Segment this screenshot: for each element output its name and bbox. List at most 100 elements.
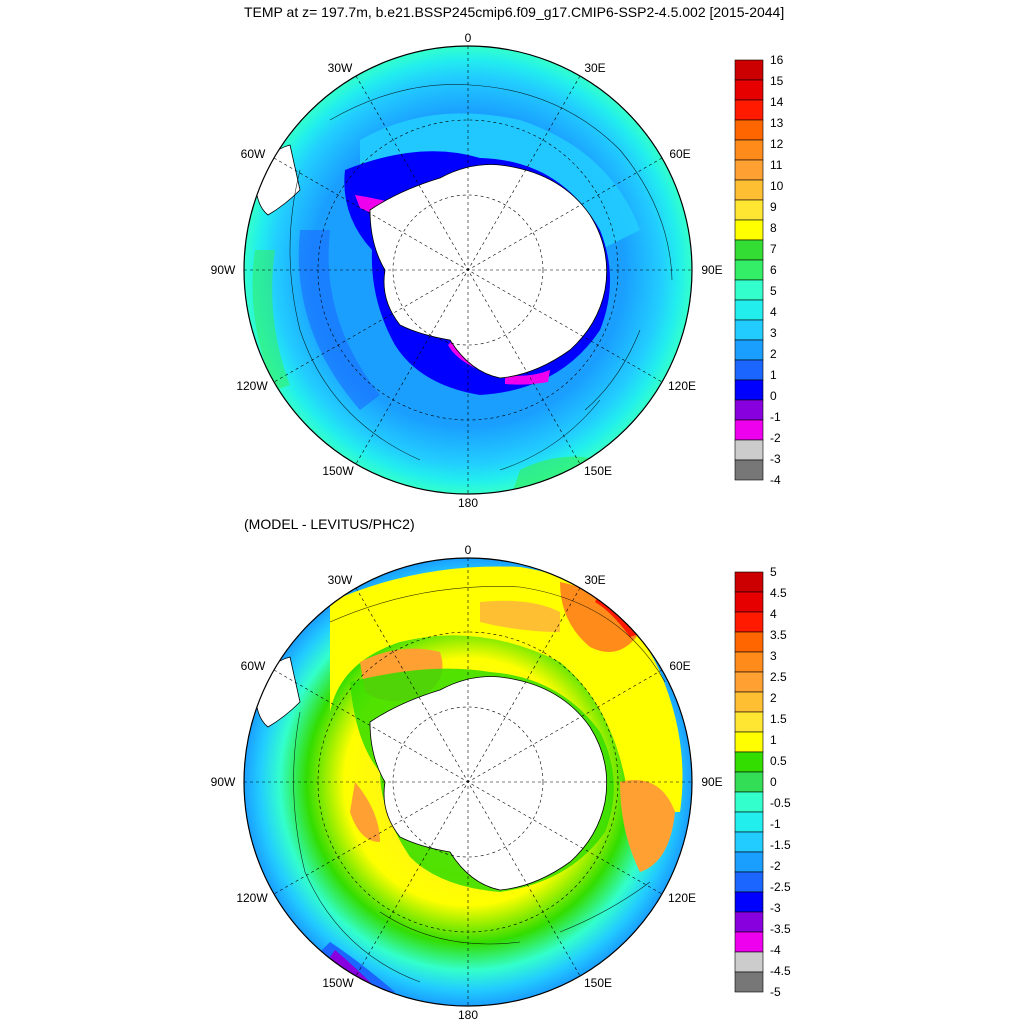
bottom-colorbar-label: -3.5	[770, 922, 791, 936]
lon-label-150w-b: 150W	[322, 976, 354, 990]
top-colorbar-label: -1	[770, 410, 781, 424]
lon-label-30e: 30E	[584, 61, 605, 75]
top-polar-map: 0 30E 60E 90E 120E 150E 180 150W 120W 90…	[211, 31, 784, 510]
lon-label-120e-b: 120E	[668, 891, 696, 905]
bottom-colorbar-swatch	[734, 891, 764, 913]
top-colorbar-label: 11	[770, 158, 783, 172]
top-colorbar-swatch	[734, 379, 764, 401]
top-colorbar-swatch	[734, 99, 764, 121]
bottom-colorbar-swatch	[734, 691, 764, 713]
lon-label-30w: 30W	[328, 61, 353, 75]
bottom-colorbar-swatch	[734, 731, 764, 753]
top-colorbar-label: 1	[770, 368, 777, 382]
bottom-colorbar-label: 2	[770, 691, 777, 705]
lon-label-30w-b: 30W	[328, 573, 353, 587]
top-colorbar-swatch	[734, 279, 764, 301]
top-colorbar-label: 13	[770, 116, 784, 130]
bottom-colorbar-label: 1.5	[770, 712, 787, 726]
bottom-colorbar-label: 4.5	[770, 586, 787, 600]
top-colorbar-label: 2	[770, 347, 777, 361]
bottom-graticule	[244, 558, 692, 1006]
top-colorbar-swatch	[734, 159, 764, 181]
bottom-colorbar-swatch	[734, 751, 764, 773]
bottom-colorbar-label: -4.5	[770, 964, 791, 978]
top-colorbar-swatch	[734, 459, 764, 481]
top-colorbar-label: 8	[770, 221, 777, 235]
top-map-border	[243, 45, 693, 495]
top-colorbar-swatch	[734, 239, 764, 261]
top-colorbar-label: 4	[770, 305, 777, 319]
lon-label-90e: 90E	[701, 263, 722, 277]
bottom-colorbar-swatch	[734, 711, 764, 733]
bottom-colorbar-swatch	[734, 591, 764, 613]
bottom-colorbar-label: -0.5	[770, 796, 791, 810]
bottom-colorbar-swatch	[734, 811, 764, 833]
top-colorbar-label: 7	[770, 242, 777, 256]
bottom-colorbar-label: -1.5	[770, 838, 791, 852]
top-colorbar-swatch	[734, 359, 764, 381]
top-colorbar-swatch	[734, 319, 764, 341]
top-colorbar-label: 16	[770, 53, 784, 67]
bottom-colorbar-swatch	[734, 851, 764, 873]
bottom-panel-title: (MODEL - LEVITUS/PHC2)	[244, 516, 415, 532]
lon-label-60w: 60W	[241, 147, 266, 161]
bottom-colorbar-swatch	[734, 931, 764, 953]
top-colorbar-swatch	[734, 419, 764, 441]
top-colorbar-swatch	[734, 179, 764, 201]
lon-label-90e-b: 90E	[701, 775, 722, 789]
top-colorbar-label: 3	[770, 326, 777, 340]
bottom-colorbar-swatch	[734, 671, 764, 693]
lon-label-90w: 90W	[211, 263, 236, 277]
bottom-polar-map: 0 30E 60E 90E 120E 150E 180 150W 120W 90…	[211, 543, 791, 1022]
top-colorbar-label: 6	[770, 263, 777, 277]
antarctica-landmass-bottom	[369, 676, 608, 891]
bottom-map-border	[243, 557, 693, 1007]
top-colorbar-label: 15	[770, 74, 784, 88]
top-colorbar-swatch	[734, 59, 764, 81]
top-panel-title: TEMP at z= 197.7m, b.e21.BSSP245cmip6.f0…	[244, 4, 785, 20]
bottom-colorbar-label: 3.5	[770, 628, 787, 642]
bottom-colorbar-swatch	[734, 951, 764, 973]
bottom-colorbar-label: 0.5	[770, 754, 787, 768]
top-colorbar-label: 0	[770, 389, 777, 403]
bottom-colorbar-label: -2.5	[770, 880, 791, 894]
bottom-colorbar-swatch	[734, 631, 764, 653]
bottom-colorbar-swatch	[734, 611, 764, 633]
lon-label-30e-b: 30E	[584, 573, 605, 587]
top-colorbar-swatch	[734, 199, 764, 221]
bottom-colorbar-swatch	[734, 871, 764, 893]
top-colorbar-swatch	[734, 79, 764, 101]
lon-label-60e: 60E	[669, 147, 690, 161]
top-colorbar-swatch	[734, 139, 764, 161]
bottom-colorbar-label: 3	[770, 649, 777, 663]
bottom-colorbar-swatch	[734, 911, 764, 933]
bottom-colorbar-label: 5	[770, 565, 777, 579]
antarctica-landmass	[369, 164, 608, 379]
top-colorbar-swatch	[734, 119, 764, 141]
top-colorbar-swatch	[734, 399, 764, 421]
lon-label-0-b: 0	[465, 543, 472, 557]
bottom-colorbar-label: -5	[770, 985, 781, 999]
bottom-colorbar-swatch	[734, 651, 764, 673]
lon-label-0: 0	[465, 31, 472, 45]
bottom-colorbar-label: -4	[770, 943, 781, 957]
lon-label-120e: 120E	[668, 379, 696, 393]
bottom-colorbar-label: -2	[770, 859, 781, 873]
lon-label-120w-b: 120W	[236, 891, 268, 905]
top-colorbar-swatch	[734, 439, 764, 461]
top-colorbar-label: 10	[770, 179, 784, 193]
bottom-colorbar-label: -3	[770, 901, 781, 915]
lon-label-90w-b: 90W	[211, 775, 236, 789]
top-graticule	[244, 46, 692, 494]
bottom-colorbar-label: 1	[770, 733, 777, 747]
bottom-colorbar-swatch	[734, 771, 764, 793]
bottom-colorbar-swatch	[734, 791, 764, 813]
lon-label-60w-b: 60W	[241, 659, 266, 673]
top-colorbar-swatch	[734, 299, 764, 321]
top-colorbar-label: -3	[770, 452, 781, 466]
lon-label-150e-b: 150E	[584, 976, 612, 990]
lon-label-150w: 150W	[322, 464, 354, 478]
bottom-colorbar-label: 2.5	[770, 670, 787, 684]
lon-label-180: 180	[458, 496, 478, 510]
